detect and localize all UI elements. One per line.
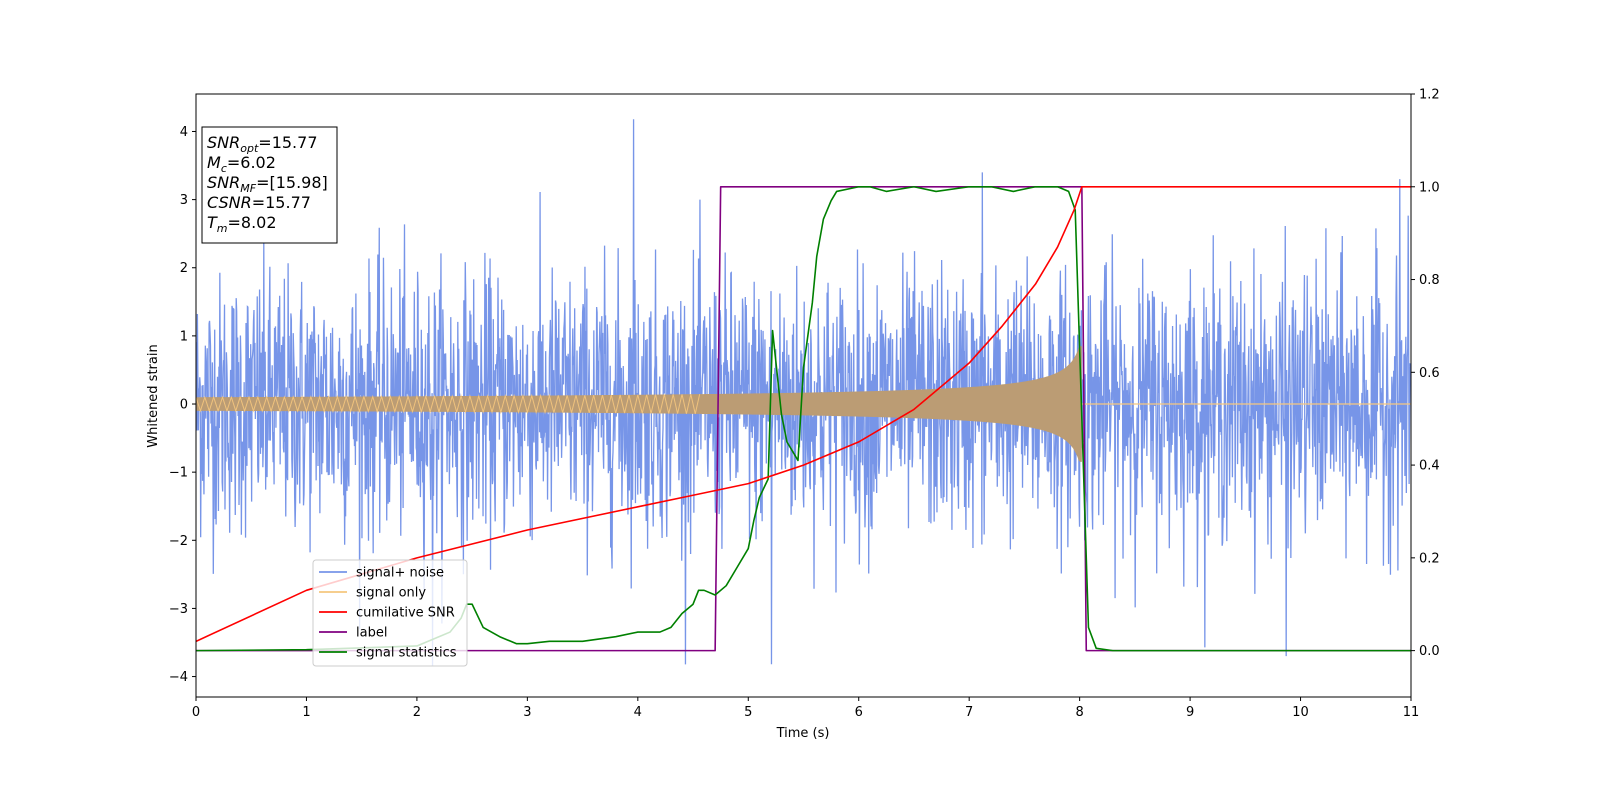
y-tick-label: −2 bbox=[169, 534, 188, 549]
x-axis-label: Time (s) bbox=[776, 726, 830, 741]
y-tick-label: −1 bbox=[169, 466, 188, 481]
legend-frame bbox=[312, 559, 468, 667]
series-lines bbox=[196, 185, 1411, 652]
y-tick-label: 4 bbox=[180, 125, 188, 140]
x-tick-label: 3 bbox=[523, 705, 531, 720]
y2-tick-label: 1.0 bbox=[1419, 180, 1440, 195]
x-tick-label: 4 bbox=[634, 705, 642, 720]
chirp-oscillation bbox=[196, 393, 701, 415]
x-tick-label: 6 bbox=[855, 705, 863, 720]
x-tick-label: 7 bbox=[965, 705, 973, 720]
x-tick-label: 0 bbox=[192, 705, 200, 720]
info-box-line: Tm=8.02 bbox=[207, 213, 277, 235]
series-signal-only bbox=[196, 346, 1411, 462]
series-cumilative-snr bbox=[196, 185, 1411, 643]
y-tick-label: −3 bbox=[169, 602, 188, 617]
y-tick-label: 2 bbox=[180, 261, 188, 276]
y2-tick-label: 0.6 bbox=[1419, 366, 1440, 381]
y-axis-left: −4 −3 −2 −1 0 1 2 3 4 bbox=[169, 125, 196, 685]
y-tick-label: 3 bbox=[180, 193, 188, 208]
legend-label: label bbox=[356, 626, 387, 641]
y2-tick-label: 0.0 bbox=[1419, 644, 1440, 659]
series-signal-statistics bbox=[196, 185, 1411, 652]
legend-label: signal only bbox=[356, 586, 426, 601]
legend-label: cumilative SNR bbox=[356, 606, 455, 621]
x-tick-label: 8 bbox=[1075, 705, 1083, 720]
y-axis-label: Whitened strain bbox=[146, 344, 161, 447]
info-box-frame bbox=[201, 126, 338, 244]
plot-area bbox=[196, 119, 1411, 667]
chirp-envelope bbox=[196, 346, 1082, 462]
info-box-line: CSNR=15.77 bbox=[207, 193, 311, 212]
x-tick-label: 1 bbox=[302, 705, 310, 720]
x-tick-label: 9 bbox=[1186, 705, 1194, 720]
y-tick-label: 1 bbox=[180, 329, 188, 344]
y-axis-right: 0.0 0.2 0.4 0.6 0.8 1.0 1.2 bbox=[1411, 88, 1440, 659]
y2-tick-label: 0.8 bbox=[1419, 273, 1440, 288]
x-tick-label: 5 bbox=[744, 705, 752, 720]
y2-tick-label: 0.4 bbox=[1419, 459, 1440, 474]
info-box-line: SNRopt=15.77 bbox=[207, 133, 318, 155]
x-tick-label: 2 bbox=[413, 705, 421, 720]
y2-tick-label: 1.2 bbox=[1419, 88, 1440, 103]
legend-label: signal+ noise bbox=[356, 566, 444, 581]
x-tick-label: 10 bbox=[1292, 705, 1309, 720]
y-tick-label: 0 bbox=[180, 398, 188, 413]
series-signal-noise bbox=[196, 119, 1411, 667]
noise-trace bbox=[196, 119, 1411, 667]
info-box-line: SNRMF=[15.98] bbox=[207, 173, 328, 195]
plot-frame bbox=[195, 93, 1412, 698]
legend-label: signal statistics bbox=[356, 646, 457, 661]
info-box-line: Mc=6.02 bbox=[207, 153, 276, 175]
y2-tick-label: 0.2 bbox=[1419, 551, 1440, 566]
x-tick-label: 11 bbox=[1403, 705, 1420, 720]
y-tick-label: −4 bbox=[169, 670, 188, 685]
info-box: SNRopt=15.77Mc=6.02SNRMF=[15.98]CSNR=15.… bbox=[201, 126, 338, 244]
x-axis: 0 1 2 3 4 5 6 7 8 9 10 11 bbox=[192, 697, 1419, 720]
legend: signal+ noise signal only cumilative SNR la… bbox=[312, 559, 468, 667]
